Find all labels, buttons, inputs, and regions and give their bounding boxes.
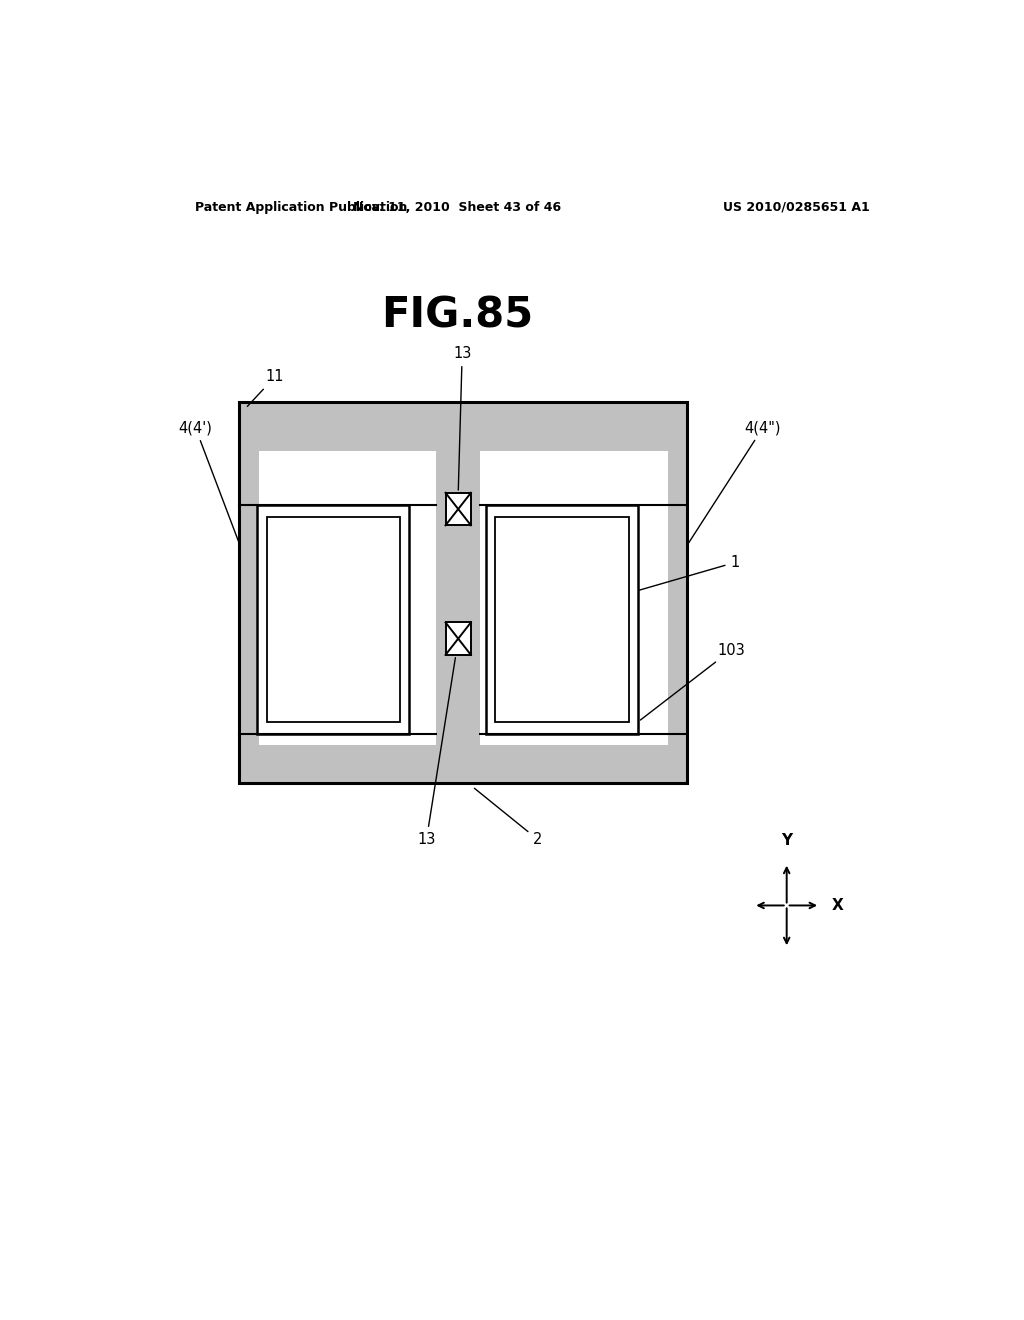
Text: 4(4'): 4(4') [178, 420, 240, 545]
Text: 13: 13 [418, 657, 456, 847]
Bar [257, 506, 410, 734]
Bar [496, 517, 629, 722]
Bar [436, 403, 480, 784]
Text: 11: 11 [248, 370, 284, 407]
Text: 2: 2 [474, 788, 543, 847]
Bar [485, 506, 638, 734]
Text: Nov. 11, 2010  Sheet 43 of 46: Nov. 11, 2010 Sheet 43 of 46 [353, 201, 561, 214]
Text: US 2010/0285651 A1: US 2010/0285651 A1 [723, 201, 870, 214]
Bar [445, 492, 471, 525]
Text: 4(4"): 4(4") [687, 420, 781, 545]
Bar [259, 451, 668, 744]
Bar [485, 506, 638, 734]
Bar [240, 403, 687, 784]
Bar [257, 506, 410, 734]
Text: 1: 1 [580, 554, 739, 607]
Bar [266, 517, 400, 722]
Bar [445, 623, 471, 655]
Text: Y: Y [781, 833, 793, 847]
Text: X: X [831, 898, 844, 913]
Text: 13: 13 [453, 346, 471, 490]
Text: FIG.85: FIG.85 [381, 294, 534, 337]
Text: Patent Application Publication: Patent Application Publication [196, 201, 408, 214]
Bar [240, 403, 687, 784]
Text: 103: 103 [640, 643, 745, 719]
